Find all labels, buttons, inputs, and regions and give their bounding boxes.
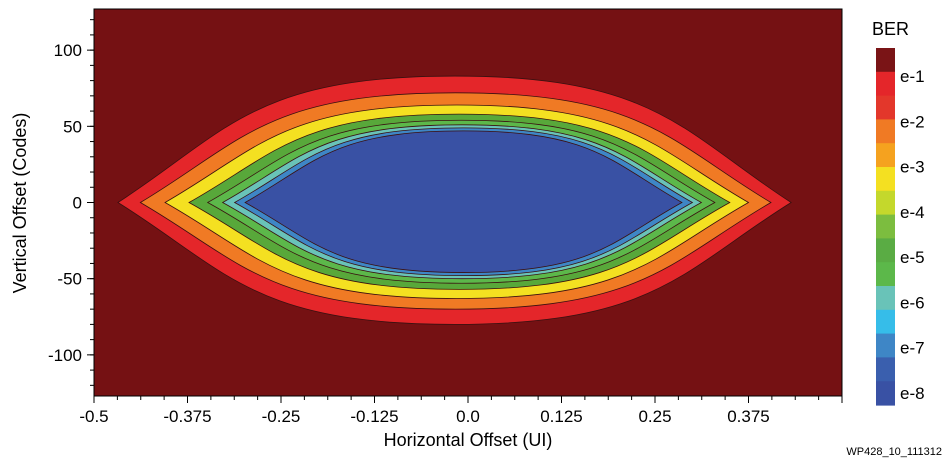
x-tick-label: 0.0 — [456, 407, 480, 426]
x-tick-label: -0.5 — [79, 407, 108, 426]
y-tick-label: 50 — [63, 117, 82, 136]
eye-contours — [117, 75, 792, 325]
y-tick-label: -100 — [48, 346, 82, 365]
figure-id: WP428_10_111312 — [846, 446, 942, 458]
colorbar-label: e-5 — [900, 248, 925, 267]
colorbar-label: e-2 — [900, 112, 925, 131]
x-tick-label: 0.375 — [727, 407, 770, 426]
colorbar-segment — [876, 48, 895, 73]
eye-contour-e-8 — [244, 130, 683, 273]
colorbar-segment — [876, 71, 895, 97]
colorbar-segment — [876, 309, 895, 335]
x-tick-label: 0.25 — [638, 407, 671, 426]
colorbar-label: e-1 — [900, 67, 925, 86]
colorbar-segment — [876, 167, 895, 192]
y-tick-label: 100 — [54, 41, 82, 60]
colorbar: e-1 e-2 e-3 e-4 e-5 e-6 e-7 e-8 — [876, 48, 925, 406]
colorbar-label: e-4 — [900, 203, 925, 222]
x-axis: -0.5 -0.375 -0.25 -0.125 0.0 0.125 0.25 0.375 — [79, 396, 843, 426]
colorbar-label: e-6 — [900, 293, 925, 312]
colorbar-segment — [876, 357, 895, 382]
colorbar-segment — [876, 238, 895, 263]
colorbar-segment — [876, 143, 895, 168]
x-tick-label: -0.125 — [350, 407, 398, 426]
colorbar-segment — [876, 333, 895, 358]
x-axis-title: Horizontal Offset (UI) — [384, 430, 553, 450]
colorbar-segment — [876, 214, 895, 239]
y-axis: 100 50 0 -50 -100 — [48, 19, 94, 386]
colorbar-label: e-3 — [900, 158, 925, 177]
colorbar-segment — [876, 190, 895, 216]
y-axis-title: Vertical Offset (Codes) — [10, 113, 30, 294]
y-tick-label: 0 — [73, 194, 82, 213]
colorbar-label: e-8 — [900, 384, 925, 403]
colorbar-label: e-7 — [900, 339, 925, 358]
colorbar-segment — [876, 286, 895, 311]
x-tick-label: -0.25 — [262, 407, 301, 426]
colorbar-segment — [876, 262, 895, 287]
colorbar-segment — [876, 95, 895, 120]
x-tick-label: 0.125 — [540, 407, 583, 426]
x-tick-label: -0.375 — [163, 407, 211, 426]
y-tick-label: -50 — [57, 270, 82, 289]
colorbar-segment — [876, 119, 895, 144]
colorbar-title: BER — [872, 19, 909, 39]
colorbar-segment — [876, 381, 895, 406]
